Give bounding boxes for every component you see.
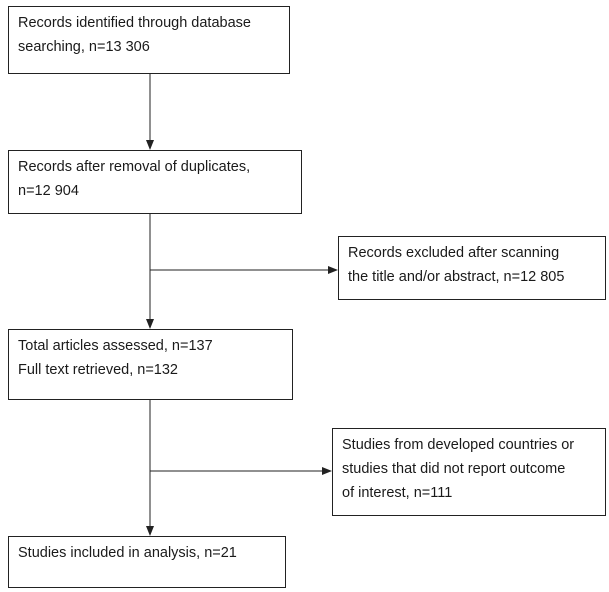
records-after-duplicates-box: Records after removal of duplicates, n=1… (8, 150, 302, 214)
articles-assessed-line-2: Full text retrieved, n=132 (18, 362, 178, 378)
studies-excluded-line-3: of interest, n=111 (342, 485, 453, 501)
records-identified-line-1: Records identified through database (18, 15, 251, 31)
records-excluded-box: Records excluded after scanning the titl… (338, 236, 606, 300)
studies-included-box: Studies included in analysis, n=21 (8, 536, 286, 588)
studies-included-line-1: Studies included in analysis, n=21 (18, 545, 237, 561)
records-after-duplicates-line-1: Records after removal of duplicates, (18, 159, 251, 175)
articles-assessed-box: Total articles assessed, n=137 Full text… (8, 329, 293, 400)
studies-excluded-line-2: studies that did not report outcome (342, 461, 566, 477)
studies-excluded-developed-box: Studies from developed countries or stud… (332, 428, 606, 516)
records-excluded-line-2: the title and/or abstract, n=12 805 (348, 269, 565, 285)
records-identified-box: Records identified through database sear… (8, 6, 290, 74)
studies-excluded-line-1: Studies from developed countries or (342, 437, 575, 453)
records-after-duplicates-line-2: n=12 904 (18, 183, 79, 199)
articles-assessed-line-1: Total articles assessed, n=137 (18, 338, 213, 354)
records-identified-line-2: searching, n=13 306 (18, 39, 150, 55)
records-excluded-line-1: Records excluded after scanning (348, 245, 560, 261)
